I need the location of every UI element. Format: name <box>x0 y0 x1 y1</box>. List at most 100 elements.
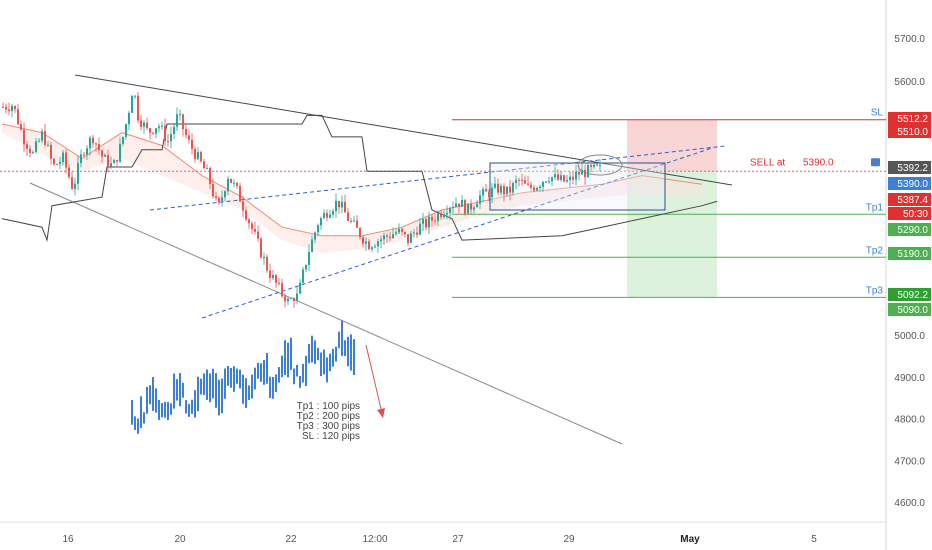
price-badge <box>888 161 931 174</box>
candle-body <box>149 128 151 133</box>
candle-body <box>533 187 535 191</box>
y-tick-label: 4900.0 <box>894 373 925 384</box>
x-tick-label: 29 <box>563 534 575 545</box>
candle-body <box>305 264 307 270</box>
candle-body <box>68 167 70 178</box>
candle-body <box>134 95 136 97</box>
candle-body <box>545 181 547 183</box>
candle-body <box>482 189 484 196</box>
candle-body <box>383 235 385 240</box>
candle-body <box>143 122 145 127</box>
candle-body <box>230 178 232 183</box>
candle-body <box>20 124 22 130</box>
candle-body <box>320 218 322 226</box>
candle-body <box>170 133 172 142</box>
candle-body <box>101 150 103 157</box>
level-label-tp2: Tp2 <box>866 245 884 256</box>
candle-body <box>179 114 181 116</box>
price-badge-text: 5390.0 <box>897 179 928 190</box>
candle-body <box>155 128 157 134</box>
baseline-line <box>1 114 718 243</box>
candle-body <box>44 131 46 145</box>
candle-body <box>194 148 196 160</box>
candle-body <box>197 152 199 160</box>
candle-body <box>308 251 310 265</box>
price-badge <box>888 207 931 220</box>
level-label-tp1: Tp1 <box>866 202 884 213</box>
y-tick-label: 4600.0 <box>894 498 925 509</box>
candle-body <box>446 212 448 215</box>
candle-body <box>401 228 403 232</box>
price-badge <box>888 223 931 236</box>
candle-body <box>86 148 88 155</box>
candle-body <box>434 220 436 222</box>
x-tick-label: 20 <box>174 534 186 545</box>
candle-body <box>413 232 415 234</box>
sell-label: SELL at <box>750 157 785 168</box>
candle-body <box>92 137 94 144</box>
candle-body <box>185 129 187 136</box>
candle-body <box>350 220 352 222</box>
level-label-sl: SL <box>871 108 884 119</box>
candle-body <box>386 235 388 237</box>
candle-body <box>287 298 289 302</box>
candle-body <box>83 154 85 156</box>
candle-body <box>422 219 424 224</box>
candle-body <box>218 197 220 203</box>
note-3: Tp3 : 300 pips <box>297 421 360 432</box>
candle-body <box>32 151 34 153</box>
candle-body <box>500 185 502 193</box>
candle-body <box>374 246 376 248</box>
candle-body <box>488 191 490 198</box>
candle-body <box>476 203 478 208</box>
candle-body <box>23 129 25 145</box>
x-tick-label: May <box>680 534 700 545</box>
candle-body <box>443 214 445 217</box>
candle-body <box>302 269 304 283</box>
candle-body <box>338 200 340 208</box>
candle-body <box>257 231 259 239</box>
candle-body <box>314 232 316 240</box>
candle-body <box>485 189 487 192</box>
candle-body <box>410 233 412 243</box>
candle-body <box>470 203 472 210</box>
candle-body <box>206 167 208 169</box>
candle-body <box>53 158 55 165</box>
candle-body <box>293 297 295 302</box>
candle-body <box>560 175 562 180</box>
candle-body <box>110 163 112 168</box>
candle-body <box>332 211 334 215</box>
price-badge-text: 50:30 <box>903 209 928 220</box>
price-badge <box>888 303 931 316</box>
candle-body <box>575 171 577 180</box>
candle-body <box>80 154 82 164</box>
candle-body <box>578 171 580 175</box>
candle-body <box>329 214 331 218</box>
candle-body <box>131 96 133 113</box>
candle-body <box>119 143 121 162</box>
candle-body <box>377 241 379 247</box>
support-trendline <box>29 182 623 445</box>
candle-body <box>215 196 217 198</box>
price-badge <box>888 193 931 206</box>
candle-body <box>41 131 43 141</box>
price-badge-text: 5392.2 <box>897 163 928 174</box>
candle-body <box>539 186 541 188</box>
price-badge <box>888 247 931 260</box>
candle-body <box>326 213 328 218</box>
candle-body <box>347 212 349 222</box>
y-tick-label: 5600.0 <box>894 77 925 88</box>
candle-body <box>65 152 67 168</box>
candle-body <box>389 236 391 239</box>
candle-body <box>371 247 373 250</box>
candle-body <box>503 185 505 195</box>
candle-body <box>425 219 427 228</box>
candle-body <box>71 177 73 189</box>
candle-body <box>161 125 163 127</box>
projection-arrow-line <box>365 344 383 414</box>
candle-body <box>323 213 325 219</box>
candle-body <box>98 144 100 151</box>
candle-body <box>497 183 499 193</box>
candle-body <box>542 181 544 187</box>
